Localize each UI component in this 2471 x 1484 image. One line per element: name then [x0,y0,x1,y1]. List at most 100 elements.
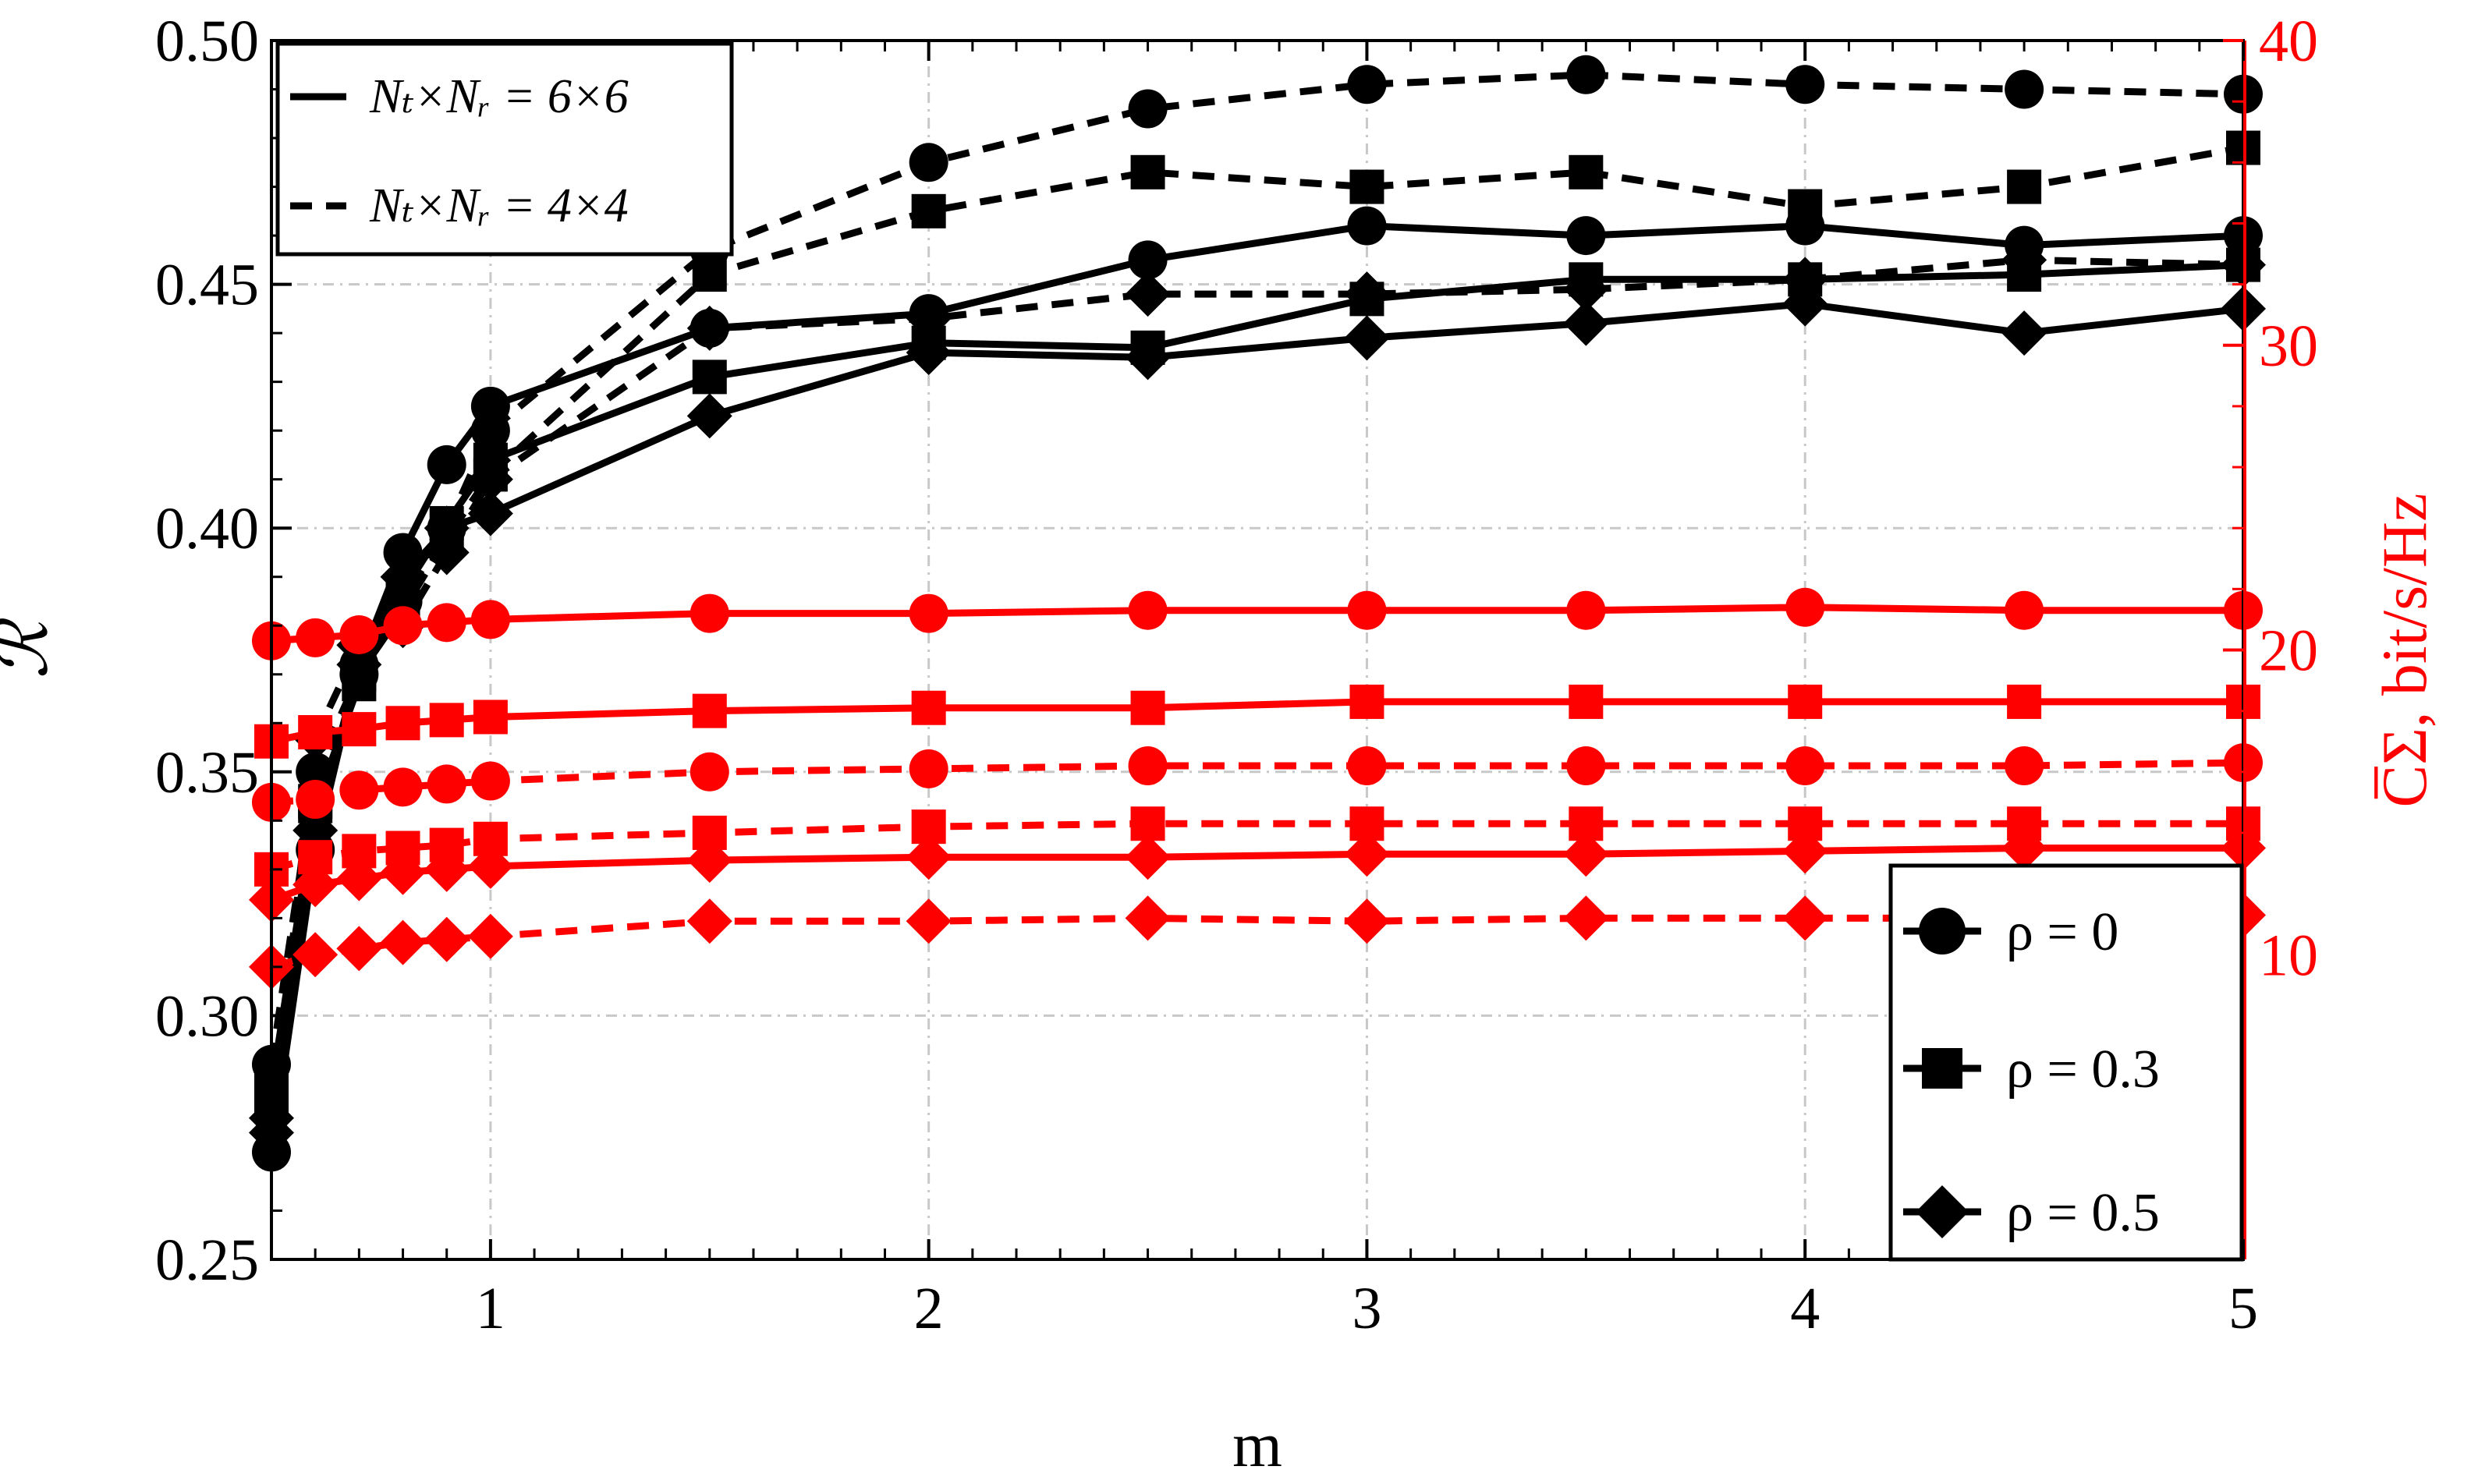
data-point [467,913,513,959]
data-point [911,809,946,845]
y-left-tick-label: 0.30 [155,983,259,1049]
data-point [1349,169,1384,204]
data-point [336,926,382,972]
data-point [1128,89,1168,129]
data-point [342,712,377,747]
data-point [470,411,510,451]
legend-rho-label: ρ = 0.3 [2006,1040,2160,1100]
data-point [1347,65,1387,104]
data-point [470,761,510,801]
data-point [298,840,333,875]
data-point [383,606,423,646]
data-point [342,834,377,869]
data-point [911,193,946,228]
data-point [2007,684,2042,719]
data-point [296,779,335,819]
data-point [906,330,952,376]
series-line [268,144,2244,1104]
y-right-tick-label: 10 [2259,923,2318,988]
data-point [424,916,470,962]
y-left-tick-label: 0.25 [155,1227,259,1293]
data-point [292,932,339,978]
data-point [1349,684,1384,719]
data-point [1125,335,1171,381]
data-point [686,393,732,439]
data-point [1347,590,1387,630]
data-point [1128,746,1168,785]
data-point [1566,746,1606,785]
data-point [2007,169,2042,204]
data-point [298,715,333,750]
legend-antennas: Nₜ×Nᵣ = 6×6 Nₜ×Nᵣ = 4×4 [275,41,734,257]
data-point [296,618,335,657]
y-left-tick-label: 0.40 [155,496,259,561]
data-point [909,749,948,788]
x-tick-label: 3 [1352,1276,1381,1341]
data-point [1347,746,1387,785]
data-point [2007,806,2042,841]
data-point [909,143,948,182]
data-point [473,821,508,856]
y-right-axis-title: C̅Σ, bit/s/Hz [2369,493,2440,807]
data-point [2005,746,2044,785]
data-point [909,593,948,633]
data-point [2001,310,2047,356]
data-point [467,456,513,502]
data-point [2001,237,2047,283]
data-point [1563,831,1609,877]
data-point [692,257,727,292]
data-point [1566,216,1606,256]
data-point [1782,281,1828,327]
right-axis-spine [2243,41,2246,1259]
data-point [424,529,470,576]
y-left-tick-label: 0.45 [155,253,259,318]
data-point [1344,271,1390,317]
data-point [1785,746,1825,785]
data-point [1782,257,1828,303]
data-point [1569,684,1604,719]
y-right-tick-label: 20 [2259,618,2318,684]
x-tick-label: 1 [476,1276,505,1341]
series-line [271,759,2244,806]
data-point [380,919,426,965]
data-point [1125,895,1171,941]
data-point [1344,831,1390,877]
data-point [906,898,952,944]
x-tick-label: 4 [1790,1276,1820,1341]
series-line [270,912,2244,971]
data-point [692,815,727,850]
data-point [686,898,732,944]
data-point [1130,806,1165,841]
x-axis-title: m [1232,1409,1282,1480]
y-left-tick-label: 0.35 [155,740,259,806]
data-point [1128,590,1168,630]
data-point [473,699,508,735]
data-point [1563,266,1609,312]
data-point [906,834,952,880]
data-point [692,693,727,728]
data-point [385,706,420,741]
data-point [1566,590,1606,630]
data-point [686,305,732,351]
data-point [1563,300,1609,346]
y-right-tick-label: 30 [2259,313,2318,379]
circle-marker-icon [1919,908,1966,955]
data-point [1788,189,1823,224]
y-left-axis-title: ℛ [0,618,62,679]
data-point [339,614,379,654]
data-point [911,690,946,725]
data-point [470,600,510,639]
data-point [1569,806,1604,841]
legend-antennas-label: Nₜ×Nᵣ = 6×6 [369,70,629,123]
series-line [270,820,2243,873]
x-tick-label: 5 [2228,1276,2258,1341]
data-point [385,831,420,866]
data-point [1125,834,1171,880]
data-point [1563,895,1609,941]
plot-series [249,55,2266,1172]
data-point [427,764,466,804]
square-marker-icon [1922,1048,1962,1089]
legend-rho-label: ρ = 0.5 [2006,1183,2160,1243]
diamond-marker-icon [1916,1185,1969,1238]
data-point [690,593,729,633]
